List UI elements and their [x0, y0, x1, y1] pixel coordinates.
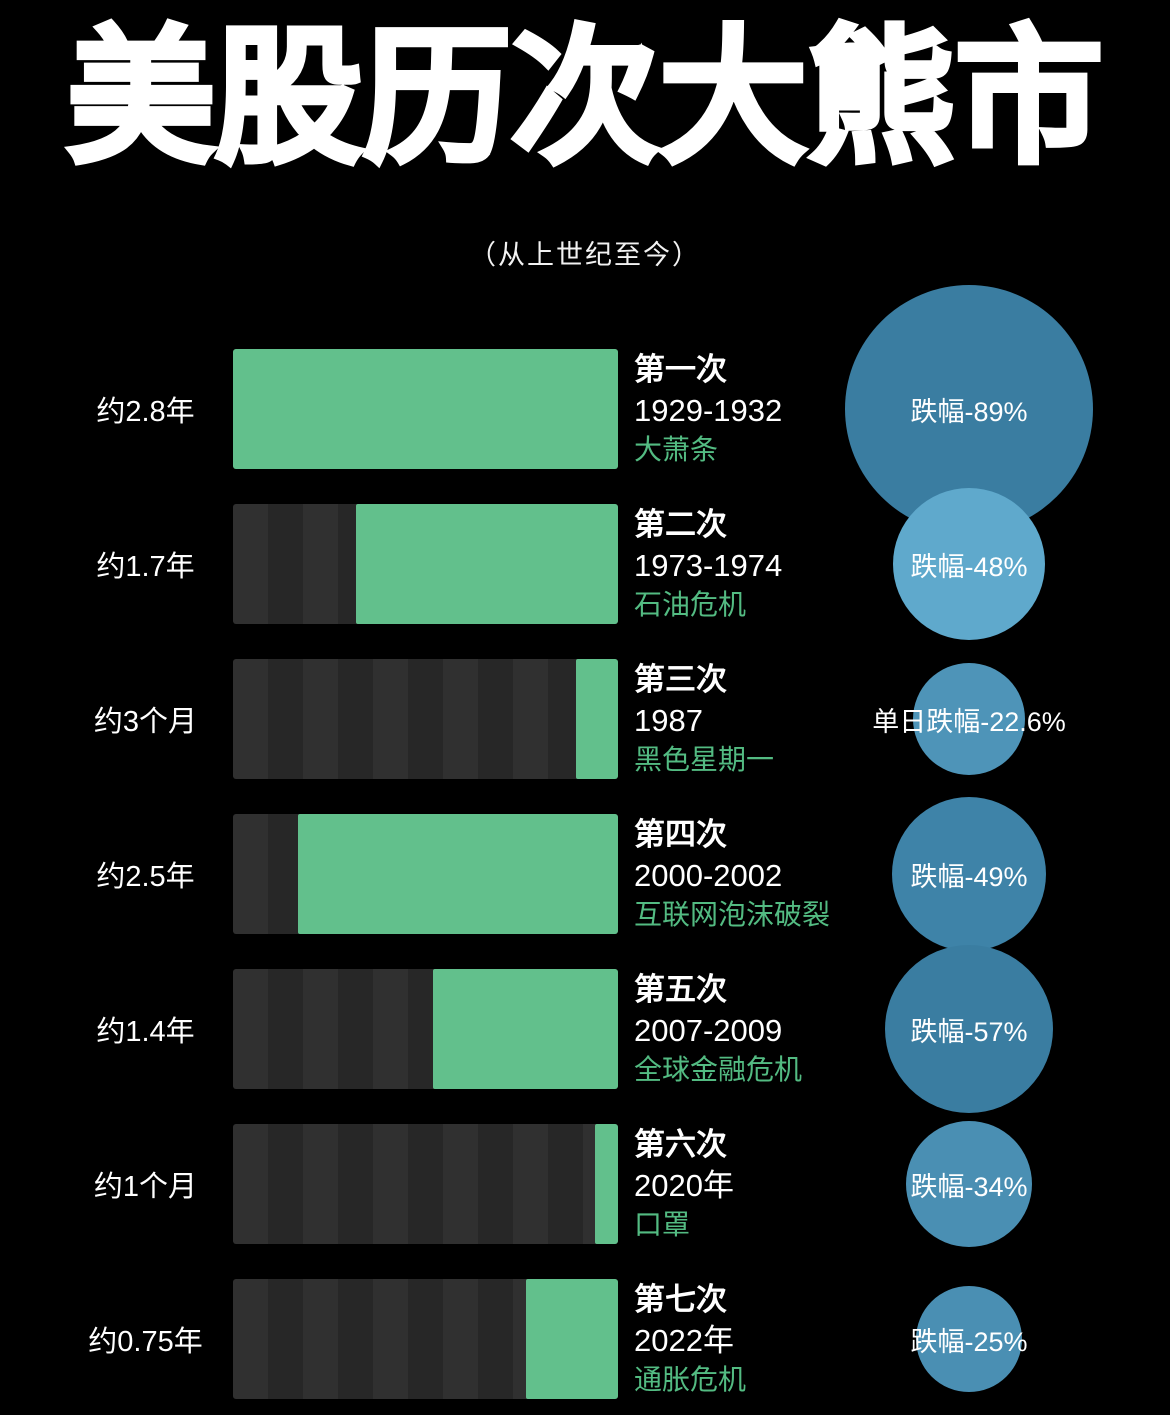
ordinal-label: 第三次: [634, 662, 727, 698]
drop-circle-area: 跌幅-49%: [834, 797, 1104, 952]
bear-market-row-5: 约1.4年 第五次 2007-2009 全球金融危机 跌幅-57%: [0, 945, 1170, 1114]
event-info: 第六次 2020年 口罩: [634, 1124, 834, 1244]
drop-circle: 跌幅-57%: [885, 945, 1053, 1114]
event-label: 黑色星期一: [634, 744, 775, 776]
drop-circle-area: 跌幅-25%: [834, 1286, 1104, 1393]
drop-label: 跌幅-48%: [910, 551, 1028, 582]
duration-label: 约1.4年: [96, 1016, 195, 1049]
duration-label: 约0.75年: [88, 1326, 203, 1359]
drop-label: 跌幅-49%: [910, 861, 1028, 892]
ordinal-label: 第七次: [634, 1282, 727, 1318]
period-label: 1929-1932: [634, 393, 783, 429]
period-label: 1973-1974: [634, 548, 783, 584]
drop-circle: 跌幅-34%: [906, 1121, 1032, 1248]
bear-market-row-2: 约1.7年 第二次 1973-1974 石油危机 跌幅-48%: [0, 487, 1170, 642]
drop-label: 跌幅-34%: [910, 1171, 1028, 1202]
bar-fill: [525, 1279, 618, 1400]
duration-label: 约2.5年: [96, 861, 195, 894]
ordinal-label: 第六次: [634, 1127, 727, 1163]
drop-label: 跌幅-89%: [910, 396, 1028, 427]
drop-circle-area: 跌幅-57%: [834, 945, 1104, 1114]
bear-market-row-1: 约2.8年 第一次 1929-1932 大萧条 跌幅-89%: [0, 285, 1170, 534]
duration-bar: [233, 659, 618, 780]
bear-market-row-6: 约1个月 第六次 2020年 口罩 跌幅-34%: [0, 1107, 1170, 1262]
chart-rows: 约2.8年 第一次 1929-1932 大萧条 跌幅-89% 约1.7年 第二次: [0, 285, 1170, 1415]
period-label: 1987: [634, 703, 703, 739]
duration-bar: [233, 1279, 618, 1400]
bar-fill: [433, 969, 618, 1090]
event-label: 通胀危机: [634, 1364, 747, 1396]
ordinal-label: 第五次: [634, 972, 727, 1008]
drop-label: 跌幅-25%: [910, 1326, 1028, 1357]
drop-circle: 跌幅-25%: [910, 1286, 1028, 1393]
drop-circle-area: 单日跌幅-22.6%: [834, 663, 1104, 776]
event-info: 第一次 1929-1932 大萧条: [634, 349, 834, 469]
duration-bar: [233, 814, 618, 935]
drop-label: 跌幅-57%: [910, 1016, 1028, 1047]
duration-label: 约1.7年: [96, 551, 195, 584]
event-info: 第二次 1973-1974 石油危机: [634, 504, 834, 624]
duration-bar: [233, 1124, 618, 1245]
bar-fill: [594, 1124, 618, 1245]
drop-circle: 跌幅-48%: [893, 488, 1045, 641]
event-label: 全球金融危机: [634, 1054, 803, 1086]
ordinal-label: 第二次: [634, 507, 727, 543]
duration-bar: [233, 349, 618, 470]
duration-label: 约3个月: [93, 706, 198, 739]
bar-fill: [298, 814, 618, 935]
event-label: 石油危机: [634, 589, 747, 621]
drop-circle: 跌幅-49%: [892, 797, 1046, 952]
duration-label: 约2.8年: [96, 396, 195, 429]
bar-fill: [575, 659, 618, 780]
bear-market-row-4: 约2.5年 第四次 2000-2002 互联网泡沫破裂 跌幅-49%: [0, 797, 1170, 952]
ordinal-label: 第一次: [634, 352, 727, 388]
event-info: 第四次 2000-2002 互联网泡沫破裂: [634, 814, 834, 934]
event-label: 口罩: [634, 1209, 691, 1241]
period-label: 2000-2002: [634, 858, 783, 894]
event-info: 第七次 2022年 通胀危机: [634, 1279, 834, 1399]
drop-circle: 单日跌幅-22.6%: [872, 663, 1066, 776]
ordinal-label: 第四次: [634, 817, 727, 853]
page-title: 美股历次大熊市: [65, 14, 1106, 184]
drop-circle-area: 跌幅-34%: [834, 1121, 1104, 1248]
duration-bar: [233, 969, 618, 1090]
drop-circle-area: 跌幅-48%: [834, 488, 1104, 641]
bear-market-row-7: 约0.75年 第七次 2022年 通胀危机 跌幅-25%: [0, 1262, 1170, 1415]
period-label: 2022年: [634, 1323, 734, 1359]
event-info: 第三次 1987 黑色星期一: [634, 659, 834, 779]
bear-market-row-3: 约3个月 第三次 1987 黑色星期一 单日跌幅-22.6%: [0, 642, 1170, 797]
period-label: 2007-2009: [634, 1013, 783, 1049]
event-label: 大萧条: [634, 434, 719, 466]
header: 美股历次大熊市 （从上世纪至今）: [0, 0, 1170, 272]
event-info: 第五次 2007-2009 全球金融危机: [634, 969, 834, 1089]
duration-bar: [233, 504, 618, 625]
duration-label: 约1个月: [93, 1171, 198, 1204]
period-label: 2020年: [634, 1168, 734, 1204]
event-label: 互联网泡沫破裂: [634, 899, 831, 931]
page-subtitle: （从上世纪至今）: [469, 239, 701, 270]
drop-label: 单日跌幅-22.6%: [872, 706, 1066, 737]
bar-fill: [233, 349, 618, 470]
bar-fill: [356, 504, 618, 625]
